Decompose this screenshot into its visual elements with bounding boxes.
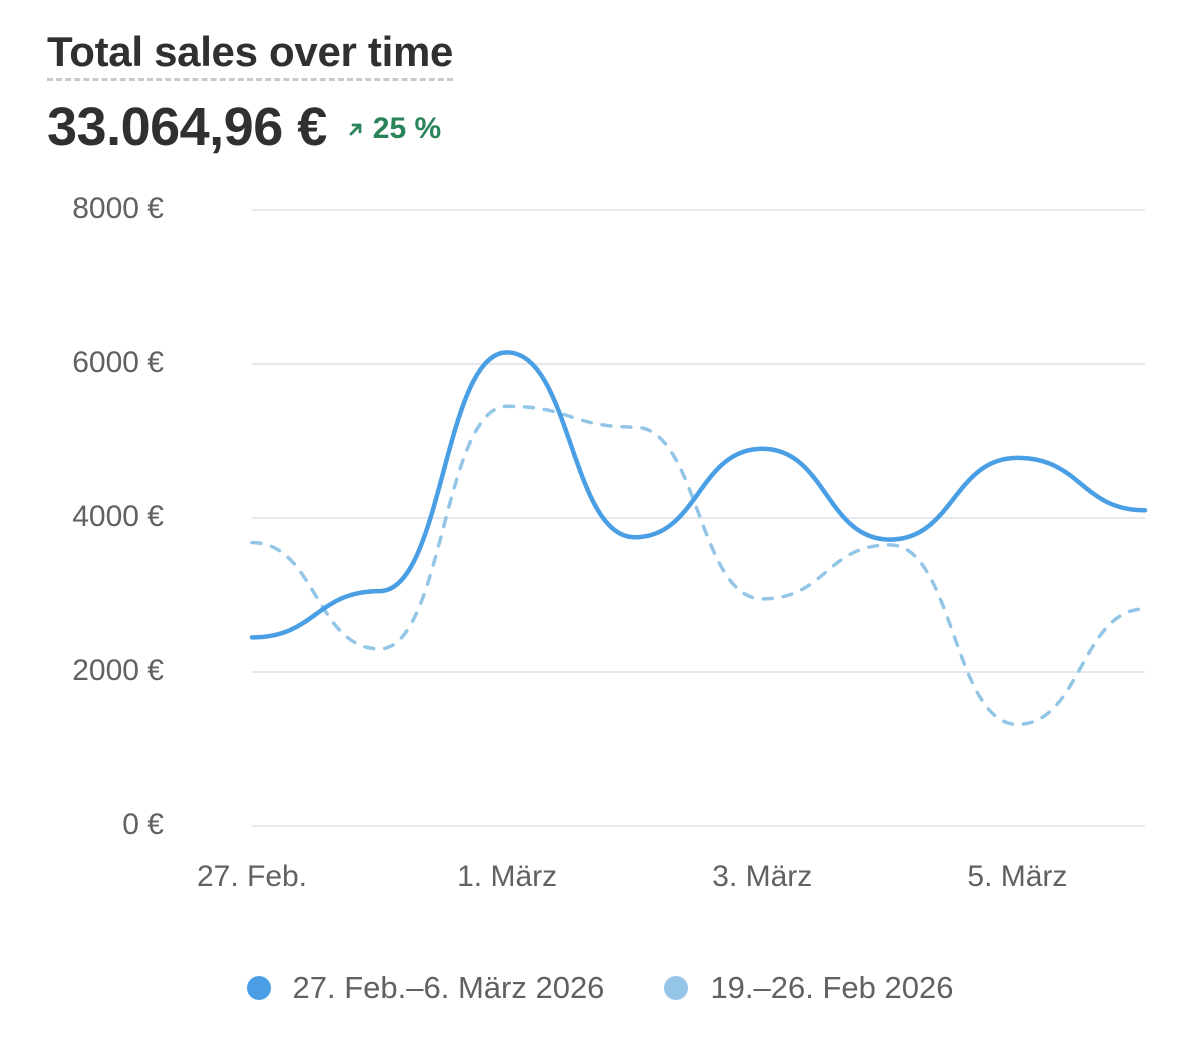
x-tick-label: 27. Feb. (197, 860, 307, 893)
y-tick-label: 2000 € (72, 654, 164, 687)
legend: 27. Feb.–6. März 2026 19.–26. Feb 2026 (0, 960, 1200, 1016)
x-tick-label: 3. März (712, 860, 812, 893)
y-tick-label: 8000 € (72, 192, 164, 225)
legend-item-current[interactable]: 27. Feb.–6. März 2026 (246, 970, 605, 1006)
legend-label-previous: 19.–26. Feb 2026 (710, 970, 954, 1005)
legend-dot-current (246, 976, 271, 1000)
arrow-up-right-icon (349, 123, 362, 136)
y-axis: 0 € 2000 € 4000 € 6000 € 8000 € (72, 192, 164, 841)
x-tick-label: 1. März (457, 860, 557, 893)
total-sales-value: 33.064,96 € (47, 97, 327, 157)
grid (252, 209, 1145, 827)
legend-item-previous[interactable]: 19.–26. Feb 2026 (664, 970, 953, 1006)
x-tick-label: 5. März (967, 860, 1067, 893)
legend-label-current: 27. Feb.–6. März 2026 (292, 970, 605, 1005)
metric-row: 33.064,96 € 25 % (47, 94, 441, 160)
y-tick-label: 6000 € (72, 346, 164, 379)
change-badge: 25 % (347, 112, 441, 146)
legend-dot-previous (664, 976, 689, 1000)
line-chart: 0 € 2000 € 4000 € 6000 € 8000 € 27. Feb. 1. M… (72, 192, 1148, 893)
chart-title[interactable]: Total sales over time (47, 26, 453, 81)
y-tick-label: 0 € (122, 808, 164, 841)
x-axis: 27. Feb. 1. März 3. März 5. März (197, 860, 1067, 893)
y-tick-label: 4000 € (72, 500, 164, 533)
series-line-current (249, 350, 1148, 640)
series (249, 350, 1148, 727)
series-line-previous (250, 404, 1147, 727)
change-percent: 25 % (372, 112, 442, 145)
